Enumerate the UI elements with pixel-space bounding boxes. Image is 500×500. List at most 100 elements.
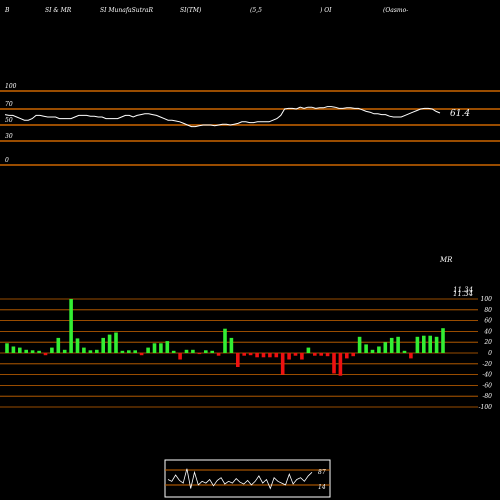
header-col4: SI(TM) bbox=[180, 7, 202, 14]
mr-bar bbox=[428, 335, 432, 353]
mr-tick-label-100: 100 bbox=[481, 296, 493, 303]
mr-bar bbox=[11, 346, 16, 353]
mr-bar bbox=[441, 328, 445, 353]
mr-bar bbox=[300, 353, 304, 360]
mr-bar bbox=[287, 353, 291, 360]
level-label-50: 50 bbox=[5, 117, 13, 124]
mini-panel: 87 14 bbox=[164, 459, 331, 498]
mr-bar bbox=[229, 337, 234, 353]
mr-bar bbox=[95, 349, 99, 353]
mr-bar bbox=[268, 353, 272, 358]
mr-bar bbox=[223, 328, 227, 353]
header-col6: ) OI bbox=[319, 7, 332, 14]
mr-bar bbox=[293, 353, 298, 356]
mr-bar bbox=[210, 350, 214, 353]
mr-bar bbox=[389, 337, 394, 353]
mr-bar bbox=[56, 337, 61, 353]
mr-bar bbox=[82, 347, 86, 353]
mr-bar bbox=[345, 353, 349, 359]
mr-bar bbox=[306, 347, 311, 353]
mr-bar bbox=[171, 350, 176, 353]
mr-bar bbox=[62, 349, 67, 353]
mini-marker-upper: 87 bbox=[318, 469, 326, 476]
mr-bar bbox=[248, 353, 253, 356]
mr-bar bbox=[114, 332, 118, 353]
mr-bar bbox=[107, 334, 112, 353]
mini-frame bbox=[164, 459, 331, 498]
mr-tick-label-60: 60 bbox=[484, 318, 492, 325]
mr-tick-label-20: 20 bbox=[483, 339, 492, 346]
mr-bar bbox=[101, 337, 105, 353]
mr-bar bbox=[37, 350, 41, 353]
mr-bar bbox=[255, 353, 259, 358]
mr-tick-label-80: 80 bbox=[484, 307, 492, 314]
mr-bar bbox=[24, 349, 28, 353]
header-col1: B bbox=[4, 7, 10, 14]
mr-bar bbox=[383, 342, 388, 353]
mr-tick-label--40: -40 bbox=[482, 372, 492, 379]
mr-bar bbox=[165, 341, 170, 353]
mr-bar bbox=[338, 353, 343, 376]
mr-bar bbox=[184, 349, 189, 353]
mr-bar bbox=[415, 336, 420, 353]
mr-bar bbox=[178, 353, 182, 360]
mr-bar bbox=[197, 353, 202, 355]
mr-bar bbox=[364, 344, 368, 353]
header-col7: (Oasmo- bbox=[383, 7, 408, 14]
mr-bar bbox=[159, 343, 163, 353]
mr-bar bbox=[357, 336, 362, 353]
mr-tick-label--20: -20 bbox=[482, 361, 492, 368]
mr-bar bbox=[261, 353, 266, 358]
mr-bar bbox=[325, 353, 330, 357]
level-label-100: 100 bbox=[5, 83, 17, 90]
mr-bar bbox=[370, 349, 375, 353]
mr-bar bbox=[120, 350, 125, 353]
level-label-0: 0 bbox=[5, 157, 9, 164]
mini-marker-lower: 14 bbox=[318, 484, 326, 491]
mr-value-label-1: 11.34 bbox=[453, 286, 473, 294]
chart-header: B SI & MR SI MunafaSutraR SI(TM) (5,5 ) … bbox=[4, 7, 408, 14]
mr-bar bbox=[216, 353, 221, 356]
mr-bar bbox=[152, 343, 157, 353]
mr-bar bbox=[434, 336, 439, 353]
header-col5: (5,5 bbox=[250, 7, 262, 14]
rsi-panel: 100 70 50 30 0 61.4 bbox=[0, 83, 500, 166]
mr-bar bbox=[43, 353, 48, 356]
mr-bar bbox=[139, 353, 144, 356]
mr-value-label-2: 11.34 bbox=[453, 290, 473, 298]
mr-bar bbox=[5, 343, 9, 353]
mr-bar bbox=[396, 336, 400, 353]
mr-bar bbox=[30, 350, 35, 353]
mr-bar bbox=[313, 353, 317, 356]
mr-bar bbox=[236, 353, 240, 367]
mr-bar bbox=[133, 350, 137, 353]
mr-tick-label--80: -80 bbox=[482, 393, 492, 400]
mr-tick-label--60: -60 bbox=[482, 382, 492, 389]
mr-tick-label-40: 40 bbox=[483, 328, 492, 335]
mr-tick-label--100: -100 bbox=[479, 404, 493, 411]
mr-bar bbox=[280, 353, 285, 375]
mr-bar bbox=[402, 350, 407, 353]
level-label-70: 70 bbox=[5, 101, 13, 108]
mr-tick-label-0: 0 bbox=[488, 350, 492, 357]
level-label-30: 30 bbox=[5, 133, 13, 140]
mr-bar bbox=[191, 349, 195, 353]
mr-title: MR bbox=[439, 256, 453, 264]
mr-bar bbox=[88, 350, 93, 353]
header-col2: SI & MR bbox=[45, 7, 72, 14]
mr-bar bbox=[377, 346, 381, 353]
mr-bar bbox=[75, 338, 80, 353]
mr-bar bbox=[127, 350, 131, 353]
mr-bar bbox=[319, 353, 323, 356]
rsi-last-value-label: 61.4 bbox=[450, 109, 470, 119]
mini-series-line bbox=[167, 468, 313, 490]
mr-bar bbox=[409, 353, 413, 359]
mr-bar bbox=[146, 347, 150, 353]
mr-bar bbox=[351, 353, 355, 357]
mr-bar bbox=[69, 299, 73, 353]
rsi-series-line bbox=[4, 106, 441, 128]
mr-bar bbox=[242, 353, 246, 356]
